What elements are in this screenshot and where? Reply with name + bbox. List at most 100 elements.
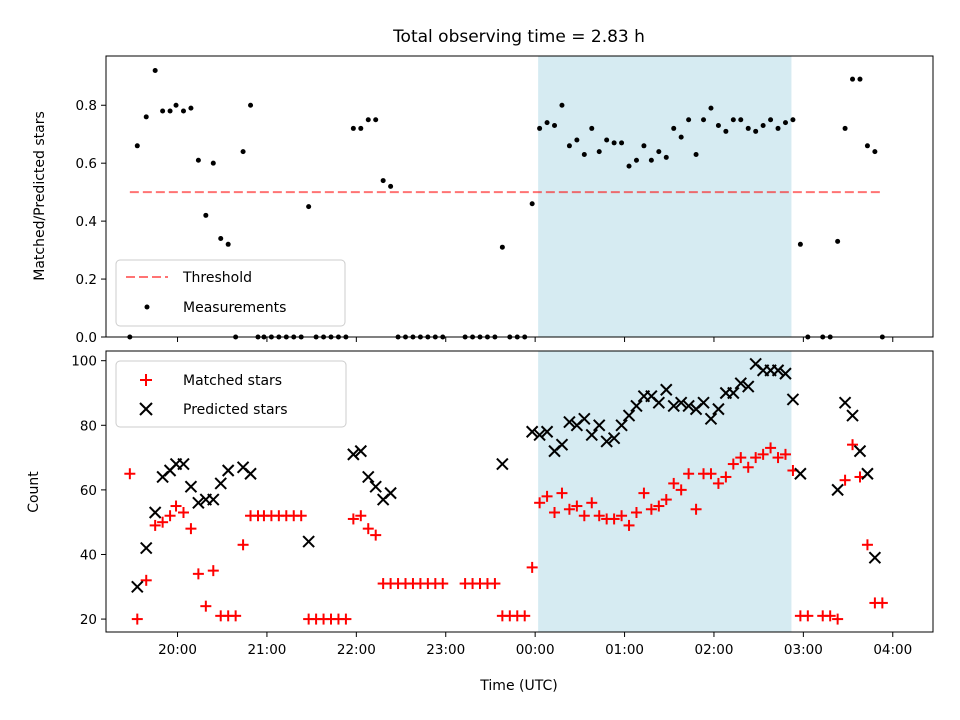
y-tick-label: 60 xyxy=(80,483,97,499)
matched-star-point xyxy=(712,477,724,489)
predicted-star-point xyxy=(184,480,198,493)
legend-predicted-label: Predicted stars xyxy=(183,402,288,418)
predicted-star-point xyxy=(244,467,257,480)
measurement-point xyxy=(604,137,610,143)
measurement-point xyxy=(225,241,231,247)
matched-star-point xyxy=(437,578,449,590)
measurement-point xyxy=(648,157,654,163)
predicted-star-point xyxy=(831,483,844,497)
predicted-star-point xyxy=(652,396,666,409)
measurement-point xyxy=(872,149,878,155)
measurement-point xyxy=(552,123,558,129)
matched-star-point xyxy=(742,461,754,473)
matched-star-point xyxy=(549,506,561,518)
legend-measurements-swatch xyxy=(144,304,150,310)
measurement-point xyxy=(797,241,803,247)
measurement-point xyxy=(537,125,543,131)
matched-star-point xyxy=(164,510,176,522)
predicted-star-point xyxy=(868,551,882,564)
measurement-point xyxy=(240,149,246,155)
x-tick-label: 02:00 xyxy=(695,642,734,658)
predicted-star-point xyxy=(660,383,673,396)
predicted-star-point xyxy=(148,506,162,519)
predicted-star-point xyxy=(630,399,643,413)
measurement-point xyxy=(306,204,312,210)
bottom-plot-frame xyxy=(105,350,934,633)
matched-star-point xyxy=(772,452,784,464)
measurement-point xyxy=(619,140,625,146)
matched-star-point xyxy=(705,468,717,480)
predicted-star-point xyxy=(615,419,628,432)
x-tick-label: 03:00 xyxy=(784,642,823,658)
measurement-point xyxy=(188,105,194,111)
measurement-point xyxy=(708,105,714,111)
matched-star-point xyxy=(563,503,575,515)
measurement-point xyxy=(633,157,639,163)
measurement-point xyxy=(248,102,254,108)
predicted-star-point xyxy=(861,467,874,480)
matched-star-point xyxy=(200,600,212,612)
matched-star-point xyxy=(355,510,367,522)
matched-star-point xyxy=(690,503,702,515)
matched-star-point xyxy=(750,452,762,464)
matched-star-point xyxy=(683,468,695,480)
measurement-point xyxy=(656,149,662,155)
x-tick-label: 00:00 xyxy=(516,642,555,658)
predicted-star-point xyxy=(525,425,539,438)
predicted-star-point xyxy=(593,419,606,432)
measurement-point xyxy=(596,149,602,155)
matched-star-point xyxy=(489,578,501,590)
matched-star-point xyxy=(124,468,136,480)
measurement-point xyxy=(663,154,669,160)
y-tick-label: 100 xyxy=(71,354,97,370)
predicted-star-point xyxy=(496,457,509,471)
shaded-interval-top xyxy=(538,56,792,337)
measurement-point xyxy=(388,183,394,189)
predicted-star-point xyxy=(622,409,636,422)
measurement-point xyxy=(210,160,216,166)
matched-star-point xyxy=(861,539,873,551)
predicted-star-point xyxy=(585,428,598,442)
measurement-point xyxy=(641,143,647,149)
measurement-point xyxy=(850,76,856,82)
matched-star-point xyxy=(779,448,791,460)
measurement-point xyxy=(180,108,186,114)
matched-star-point xyxy=(170,500,182,512)
predicted-star-point xyxy=(362,470,375,484)
matched-star-point xyxy=(370,529,382,541)
matched-star-point xyxy=(839,474,851,486)
matched-star-point xyxy=(757,448,769,460)
measurement-point xyxy=(544,120,550,126)
matched-star-point xyxy=(192,568,204,580)
measurement-point xyxy=(218,236,224,242)
predicted-star-point xyxy=(779,367,792,380)
matched-star-point xyxy=(623,519,635,531)
matched-star-point xyxy=(668,477,680,489)
measurement-point xyxy=(864,143,870,149)
measurement-point xyxy=(358,125,364,131)
measurement-point xyxy=(686,117,692,123)
legend-measurements-label: Measurements xyxy=(183,300,286,316)
matched-star-point xyxy=(534,497,546,509)
measurement-point xyxy=(790,117,796,123)
matched-star-point xyxy=(578,510,590,522)
measurement-point xyxy=(589,125,595,131)
matched-star-point xyxy=(185,523,197,535)
x-tick-label: 04:00 xyxy=(873,642,912,658)
predicted-star-point xyxy=(302,535,315,548)
y-tick-label: 20 xyxy=(80,612,97,628)
shaded-interval-bottom xyxy=(538,351,792,632)
matched-star-point xyxy=(645,503,657,515)
y-tick-label: 0.0 xyxy=(76,330,97,346)
x-tick-label: 23:00 xyxy=(426,642,465,658)
matched-star-point xyxy=(541,490,553,502)
matched-star-point xyxy=(876,597,888,609)
measurement-point xyxy=(745,125,751,131)
matched-star-point xyxy=(340,613,352,625)
predicted-star-point xyxy=(578,412,591,426)
predicted-star-point xyxy=(846,409,859,422)
matched-star-point xyxy=(237,539,249,551)
predicted-star-point xyxy=(207,493,220,506)
measurement-point xyxy=(160,108,166,114)
